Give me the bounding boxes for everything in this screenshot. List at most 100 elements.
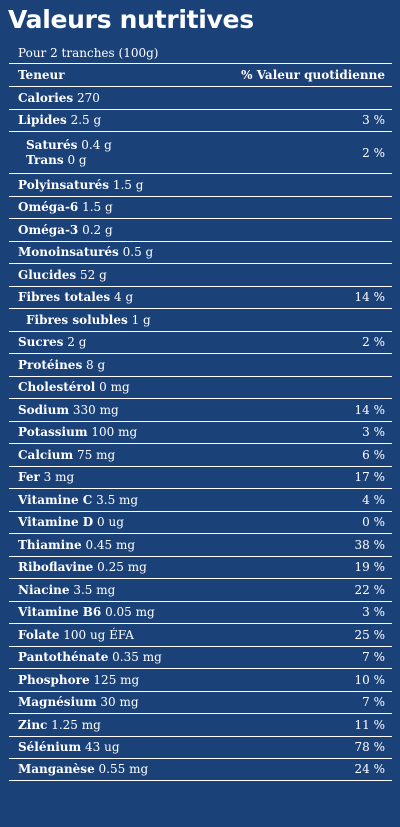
- nutrient-row: Folate 100 ug ÉFA 25 %: [9, 623, 392, 646]
- daily-value: 4 %: [362, 492, 385, 507]
- nutrient-row: Fer 3 mg 17 %: [9, 465, 392, 489]
- daily-value: 14 %: [354, 402, 386, 417]
- nutrient-name: Niacine: [18, 582, 70, 597]
- daily-value: 7 %: [362, 650, 385, 665]
- nutrient-row: Niacine 3.5 mg 22 %: [9, 578, 392, 601]
- nutrient-amount: 0.5 g: [122, 245, 154, 260]
- nutrient-row: Calories 270: [9, 86, 392, 109]
- nutrient-name: Fer: [18, 470, 40, 485]
- nutrient-name: Glucides: [18, 267, 77, 282]
- daily-value: 19 %: [354, 560, 386, 575]
- nutrient-row: Vitamine D 0 ug 0 %: [9, 510, 392, 534]
- nutrient-amount: 0.55 mg: [98, 762, 149, 777]
- nutrition-table: Pour 2 tranches (100g) Teneur % Valeur q…: [9, 42, 392, 781]
- nutrient-row: Calcium 75 mg 6 %: [9, 443, 392, 466]
- nutrient-name: Protéines: [18, 357, 83, 372]
- nutrient-amount: 0.45 mg: [85, 537, 136, 552]
- nutrient-amount: 1.5 g: [112, 177, 144, 192]
- nutrient-name: Potassium: [18, 425, 88, 440]
- nutrient-name: Calories: [18, 90, 74, 105]
- nutrient-amount: 0 ug: [97, 515, 124, 530]
- nutrient-amount: 1 g: [131, 312, 151, 327]
- daily-value: 22 %: [354, 582, 386, 597]
- nutrient-amount: 3.5 mg: [73, 582, 116, 597]
- nutrient-name: Saturés: [26, 137, 78, 152]
- nutrient-name: Lipides: [18, 113, 67, 128]
- nutrient-name: Thiamine: [18, 537, 82, 552]
- nutrient-name: Sucres: [18, 335, 64, 350]
- nutrient-name: Oméga-3: [18, 222, 79, 237]
- nutrient-row: Zinc 1.25 mg 11 %: [9, 713, 392, 736]
- daily-value: 10 %: [354, 672, 386, 687]
- nutrient-amount: 0.35 mg: [112, 650, 162, 665]
- serving-size-row: Pour 2 tranches (100g): [9, 42, 392, 63]
- nutrient-amount: 100 ug ÉFA: [63, 627, 134, 642]
- nutrient-amount: 1.25 mg: [51, 717, 101, 732]
- nutrient-row: Fibres totales 4 g 14 %: [9, 285, 392, 309]
- nutrient-amount: 0 g: [67, 152, 87, 167]
- nutrient-name: Fibres totales: [18, 290, 111, 305]
- nutrient-name: Manganèse: [18, 762, 95, 777]
- nutrient-amount: 270: [77, 90, 100, 105]
- nutrient-name: Fibres solubles: [26, 312, 128, 327]
- daily-value: 17 %: [354, 470, 386, 485]
- daily-value: 3 %: [362, 425, 385, 440]
- nutrient-row: Potassium 100 mg 3 %: [9, 420, 392, 444]
- nutrient-name: Vitamine C: [18, 492, 93, 507]
- nutrient-row: Cholestérol 0 mg: [9, 375, 392, 399]
- serving-size: Pour 2 tranches (100g): [18, 45, 159, 60]
- nutrient-row: Monoinsaturés 0.5 g: [9, 240, 392, 264]
- nutrient-row: Manganèse 0.55 mg 24 %: [9, 758, 392, 781]
- nutrient-row: Protéines 8 g: [9, 353, 392, 376]
- nutrient-name: Sodium: [18, 402, 70, 417]
- daily-value: 6 %: [362, 447, 385, 462]
- nutrient-row: Sélénium 43 ug 78 %: [9, 735, 392, 759]
- nutrient-name: Riboflavine: [18, 560, 94, 575]
- nutrient-row: Sodium 330 mg 14 %: [9, 398, 392, 421]
- table-header: Teneur % Valeur quotidienne: [9, 63, 392, 86]
- nutrient-row: Phosphore 125 mg 10 %: [9, 668, 392, 691]
- daily-value: 2 %: [362, 145, 385, 160]
- nutrient-amount: 330 mg: [72, 402, 119, 417]
- daily-value: 2 %: [362, 335, 385, 350]
- daily-value: 25 %: [354, 627, 386, 642]
- nutrient-amount: 52 g: [80, 267, 107, 282]
- nutrient-amount: 43 ug: [85, 740, 120, 755]
- daily-value: 38 %: [354, 537, 386, 552]
- nutrient-row: Vitamine B6 0.05 mg 3 %: [9, 600, 392, 624]
- nutrient-amount: 0 mg: [99, 380, 130, 395]
- nutrient-amount: 4 g: [114, 290, 134, 305]
- nutrient-name: Magnésium: [18, 695, 97, 710]
- nutrient-amount: 0.4 g: [81, 137, 112, 152]
- nutrient-row: Glucides 52 g: [9, 263, 392, 286]
- nutrient-name: Phosphore: [18, 672, 90, 687]
- nutrient-name: Folate: [18, 627, 60, 642]
- nutrient-row: Fibres solubles 1 g: [9, 308, 392, 331]
- header-amount: Teneur: [18, 68, 65, 82]
- nutrient-amount: 30 mg: [100, 695, 139, 710]
- nutrient-amount: 8 g: [86, 357, 106, 372]
- page-title: Valeurs nutritives: [8, 5, 254, 34]
- nutrient-name: Sélénium: [18, 740, 82, 755]
- nutrient-amount: 75 mg: [77, 447, 116, 462]
- nutrient-amount: 3.5 mg: [96, 492, 139, 507]
- daily-value: 0 %: [362, 515, 385, 530]
- nutrient-amount: 2.5 g: [70, 113, 102, 128]
- daily-value: 24 %: [354, 762, 386, 777]
- nutrient-name: Calcium: [18, 447, 74, 462]
- nutrient-row: Polyinsaturés 1.5 g: [9, 173, 392, 196]
- nutrient-row: Vitamine C 3.5 mg 4 %: [9, 488, 392, 511]
- nutrient-name: Vitamine D: [18, 515, 94, 530]
- nutrient-amount: 0.25 mg: [97, 560, 147, 575]
- nutrient-row: Oméga-6 1.5 g: [9, 195, 392, 219]
- nutrient-name: Trans: [26, 152, 64, 167]
- nutrient-name: Oméga-6: [18, 200, 79, 215]
- daily-value: 7 %: [362, 695, 385, 710]
- daily-value: 11 %: [354, 717, 386, 732]
- nutrient-row: Sucres 2 g 2 %: [9, 330, 392, 354]
- nutrient-row: Oméga-3 0.2 g: [9, 218, 392, 241]
- nutrient-name: Zinc: [18, 717, 48, 732]
- header-daily-value: % Valeur quotidienne: [241, 68, 385, 82]
- nutrient-name: Polyinsaturés: [18, 177, 110, 192]
- nutrient-row: Pantothénate 0.35 mg 7 %: [9, 645, 392, 669]
